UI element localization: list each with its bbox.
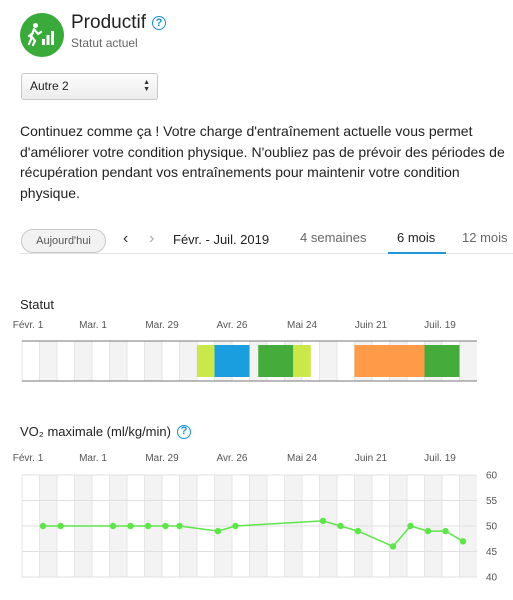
status-chart: [21, 340, 477, 382]
status-month-label: Juin 21: [354, 320, 388, 331]
tabs-divider: [20, 253, 513, 254]
status-month-label: Juil. 19: [424, 320, 456, 331]
date-range-label: Févr. - Juil. 2019: [173, 232, 270, 247]
vo2-point[interactable]: [176, 522, 183, 530]
vo2-point[interactable]: [232, 522, 239, 530]
vo2-y-tick-label: 40: [486, 573, 498, 584]
tab-6-months[interactable]: 6 mois: [397, 230, 436, 245]
status-week-band: [459, 341, 477, 381]
status-month-label: Mar. 29: [145, 320, 179, 331]
active-tab-indicator: [388, 252, 446, 254]
select-arrows-icon: ▲ ▼: [143, 79, 150, 93]
status-week-band: [179, 341, 197, 381]
status-week-band: [162, 341, 180, 381]
status-week-band: [319, 341, 337, 381]
activity-select[interactable]: Autre 2 ▲ ▼: [21, 73, 158, 100]
today-button[interactable]: Aujourd'hui: [21, 229, 106, 253]
vo2-chart: 60 55 50 45 40: [21, 471, 498, 584]
vo2-point[interactable]: [354, 527, 362, 535]
vo2-month-label: Juin 21: [354, 453, 388, 464]
vo2-chart-header: VO₂ maximale (ml/kg/min) ?: [20, 424, 191, 439]
vo2-month-label: Avr. 26: [216, 453, 248, 464]
status-block[interactable]: [424, 345, 460, 377]
vo2-y-tick-label: 45: [486, 547, 498, 558]
vo2-point[interactable]: [389, 543, 397, 550]
vo2-y-tick-label: 50: [486, 522, 498, 533]
status-month-label: Avr. 26: [216, 320, 248, 331]
status-week-band: [74, 341, 92, 381]
status-month-label: Févr. 1: [12, 320, 44, 331]
status-week-band: [337, 341, 355, 381]
status-week-band: [127, 341, 145, 381]
vo2-point[interactable]: [162, 522, 169, 530]
activity-select-value: Autre 2: [30, 79, 69, 93]
vo2-month-label: Juil. 19: [424, 453, 456, 464]
status-message: Continuez comme ça ! Votre charge d'entr…: [20, 123, 505, 201]
runner-bars-icon: [27, 23, 54, 47]
status-block[interactable]: [258, 345, 294, 377]
help-icon[interactable]: ?: [151, 16, 166, 30]
status-week-band: [22, 341, 40, 381]
vo2-point[interactable]: [407, 522, 414, 530]
tab-12-months[interactable]: 12 mois: [462, 230, 508, 245]
status-block[interactable]: [293, 345, 311, 377]
vo2-point[interactable]: [127, 522, 134, 530]
vo2-point[interactable]: [319, 517, 327, 525]
page-title: Productif: [71, 12, 146, 33]
prev-period-icon[interactable]: ‹: [123, 230, 129, 247]
training-status-icon: [20, 13, 64, 57]
vo2-month-label: Mar. 29: [145, 453, 179, 464]
page-subtitle: Statut actuel: [71, 36, 138, 50]
status-month-label: Mar. 1: [79, 320, 107, 331]
vo2-chart-title: VO₂ maximale (ml/kg/min): [20, 424, 171, 439]
status-week-band: [57, 341, 75, 381]
status-block[interactable]: [354, 345, 425, 377]
vo2-month-label: Mai 24: [286, 453, 318, 464]
vo2-y-tick-label: 55: [486, 496, 498, 507]
status-week-band: [92, 341, 110, 381]
vo2-point[interactable]: [459, 538, 467, 545]
vo2-point[interactable]: [39, 522, 47, 530]
status-title-row: Productif ?: [71, 12, 166, 34]
status-week-band: [144, 341, 162, 381]
tab-4-weeks[interactable]: 4 semaines: [300, 230, 367, 245]
next-period-icon[interactable]: ›: [149, 230, 155, 247]
vo2-point[interactable]: [442, 527, 449, 535]
status-week-band: [39, 341, 57, 381]
status-week-band: [109, 341, 127, 381]
vo2-y-tick-label: 60: [486, 471, 498, 482]
status-block[interactable]: [197, 345, 215, 377]
vo2-point[interactable]: [109, 522, 117, 530]
vo2-point[interactable]: [424, 527, 432, 535]
vo2-month-label: Févr. 1: [12, 453, 44, 464]
status-month-label: Mai 24: [286, 320, 318, 331]
vo2-point[interactable]: [214, 527, 222, 535]
vo2-point[interactable]: [144, 522, 152, 530]
vo2-point[interactable]: [337, 522, 344, 530]
status-block[interactable]: [214, 345, 250, 377]
status-chart-title: Statut: [20, 297, 54, 312]
vo2-help-icon[interactable]: ?: [176, 424, 191, 439]
vo2-month-label: Mar. 1: [79, 453, 107, 464]
vo2-point[interactable]: [57, 522, 64, 530]
